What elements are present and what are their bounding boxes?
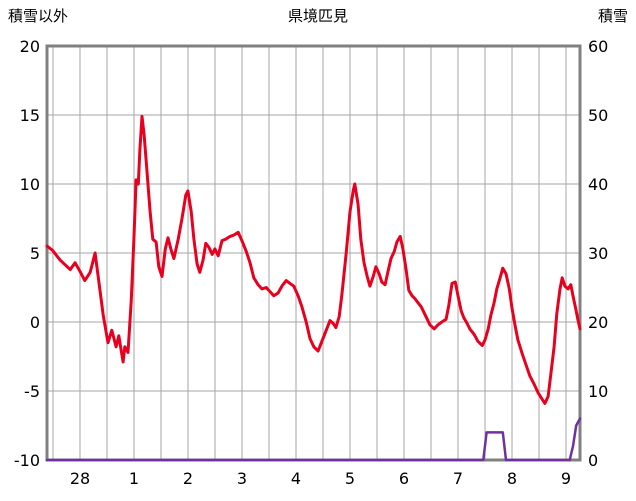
x-axis-tick: 6 xyxy=(399,469,409,488)
temperature-line xyxy=(45,114,582,405)
x-axis-tick: 9 xyxy=(561,469,571,488)
y-axis-tick-left: -5 xyxy=(24,382,40,401)
snow-depth-line xyxy=(45,417,582,462)
y-axis-tick-right: 20 xyxy=(588,313,608,332)
x-axis-tick: 4 xyxy=(291,469,301,488)
y-axis-tick-left: 20 xyxy=(20,37,40,56)
y-axis-tick-right: 10 xyxy=(588,382,608,401)
right-axis-title: 積雪 xyxy=(597,7,628,25)
chart-title: 県境匹見 xyxy=(287,7,348,25)
x-axis-tick: 5 xyxy=(345,469,355,488)
x-axis-tick: 8 xyxy=(507,469,517,488)
x-axis-tick: 2 xyxy=(183,469,193,488)
x-axis-tick: 28 xyxy=(70,469,90,488)
left-axis-title: 積雪以外 xyxy=(8,7,69,25)
y-axis-tick-left: 5 xyxy=(30,244,40,263)
y-axis-tick-left: 10 xyxy=(20,175,40,194)
y-axis-tick-right: 60 xyxy=(588,37,608,56)
x-axis-tick: 7 xyxy=(453,469,463,488)
y-axis-tick-right: 50 xyxy=(588,106,608,125)
y-axis-tick-right: 40 xyxy=(588,175,608,194)
x-axis-tick: 3 xyxy=(237,469,247,488)
y-axis-tick-left: -10 xyxy=(14,451,40,470)
y-axis-tick-left: 15 xyxy=(20,106,40,125)
x-axis-tick: 1 xyxy=(129,469,139,488)
y-axis-tick-left: 0 xyxy=(30,313,40,332)
y-axis-tick-right: 30 xyxy=(588,244,608,263)
y-axis-tick-right: 0 xyxy=(588,451,598,470)
